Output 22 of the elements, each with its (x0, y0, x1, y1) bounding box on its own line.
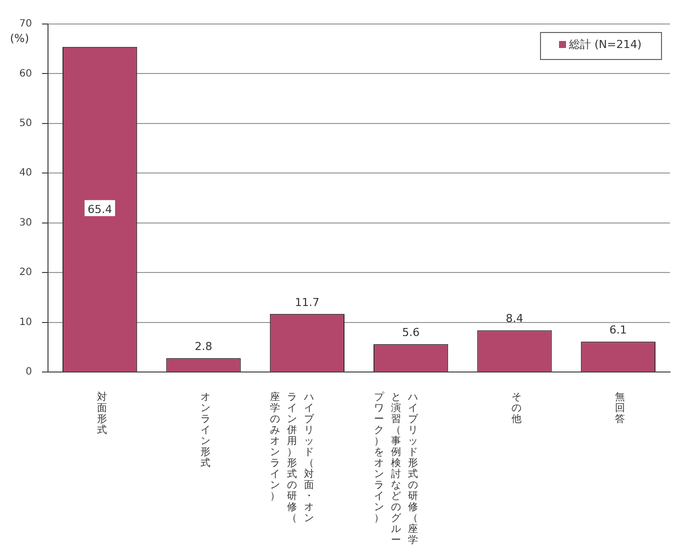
data-label: 8.4 (506, 312, 524, 326)
y-tick-label: 40 (19, 168, 32, 179)
data-label: 2.8 (194, 340, 212, 354)
y-axis-title: (%) (10, 32, 30, 45)
y-tick-label: 30 (19, 217, 32, 228)
y-tick-label: 70 (19, 18, 32, 30)
y-tick-label: 0 (26, 366, 32, 378)
legend-label: 総計 (N=214) (569, 38, 642, 51)
data-label: 65.4 (88, 203, 112, 216)
category-label: ハイブリッド（対面・オンライン併用）形式の研修（座学のみオンライン） (270, 392, 314, 524)
y-tick-label: 20 (19, 267, 32, 278)
y-tick-label: 10 (19, 316, 32, 328)
x-tick-label: その他 (512, 392, 522, 425)
category-label: ハイブリッド形式の研修（座学と演習（事例検討などのグループワーク）をオンライン） (374, 392, 418, 546)
x-tick-label: オンライン形式 (200, 392, 210, 469)
y-tick-label: 60 (19, 68, 32, 80)
data-label: 5.6 (402, 326, 420, 340)
x-tick-label: 無回答 (615, 392, 626, 425)
data-label: 11.7 (294, 296, 320, 309)
y-tick-label: 50 (19, 118, 32, 130)
data-label: 6.1 (609, 324, 627, 337)
x-tick-label: 対面形式 (96, 392, 107, 436)
